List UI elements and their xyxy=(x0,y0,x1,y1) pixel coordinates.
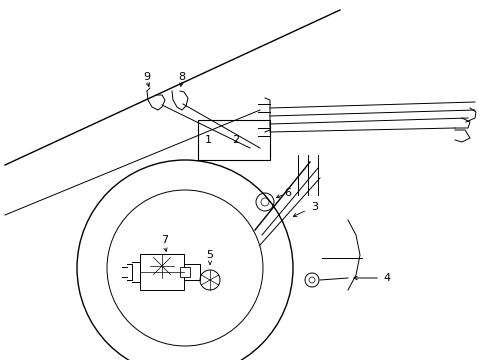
Text: 2: 2 xyxy=(232,135,239,145)
Text: 7: 7 xyxy=(161,235,168,245)
Text: 3: 3 xyxy=(311,202,318,212)
Bar xyxy=(140,254,183,290)
Bar xyxy=(198,120,269,160)
Text: 1: 1 xyxy=(204,135,211,145)
Text: 6: 6 xyxy=(284,188,291,198)
Text: 9: 9 xyxy=(143,72,150,82)
Text: 8: 8 xyxy=(178,72,185,82)
Text: 5: 5 xyxy=(206,250,213,260)
Bar xyxy=(180,267,190,277)
Text: 4: 4 xyxy=(383,273,390,283)
